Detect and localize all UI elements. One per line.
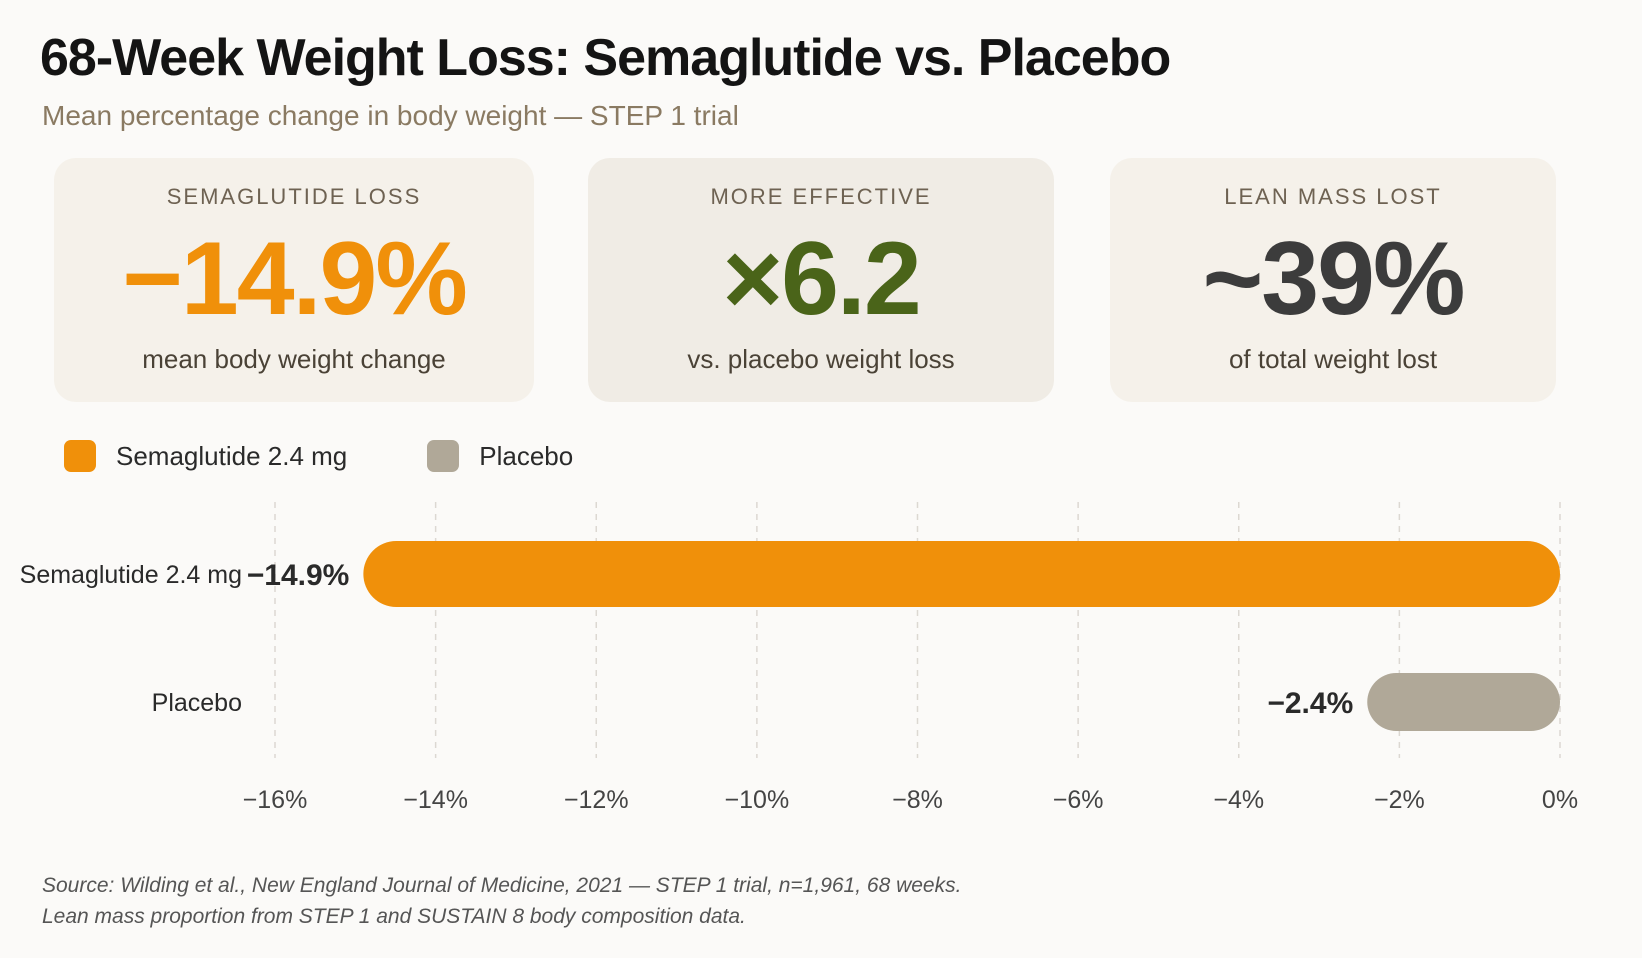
- x-tick-label: −14%: [403, 786, 468, 814]
- stat-description: mean body weight change: [142, 344, 446, 374]
- chart-legend: Semaglutide 2.4 mg Placebo: [64, 440, 653, 472]
- stat-card-semaglutide-loss: SEMAGLUTIDE LOSS −14.9% mean body weight…: [54, 158, 534, 402]
- legend-item-placebo: Placebo: [427, 440, 573, 472]
- bar: [363, 541, 1560, 607]
- stat-description: vs. placebo weight loss: [687, 344, 955, 374]
- stat-label: MORE EFFECTIVE: [710, 184, 932, 209]
- x-tick-label: −6%: [1053, 786, 1104, 814]
- x-tick-label: 0%: [1542, 786, 1578, 814]
- category-label: Semaglutide 2.4 mg: [20, 561, 242, 589]
- legend-swatch-semaglutide: [64, 440, 96, 472]
- page-title: 68-Week Weight Loss: Semaglutide vs. Pla…: [40, 29, 1171, 87]
- footnote-line: Source: Wilding et al., New England Jour…: [42, 874, 962, 897]
- x-tick-label: −8%: [892, 786, 943, 814]
- legend-item-semaglutide: Semaglutide 2.4 mg: [64, 440, 347, 472]
- stat-card-lean-mass-lost: LEAN MASS LOST ~39% of total weight lost: [1110, 158, 1556, 402]
- stat-value: ×6.2: [722, 221, 921, 337]
- stat-card-more-effective: MORE EFFECTIVE ×6.2 vs. placebo weight l…: [588, 158, 1054, 402]
- stat-value: ~39%: [1202, 221, 1466, 337]
- legend-label: Placebo: [479, 440, 574, 471]
- x-tick-label: −4%: [1213, 786, 1264, 814]
- x-tick-label: −16%: [243, 786, 308, 814]
- x-tick-label: −12%: [564, 786, 629, 814]
- footnote-line: Lean mass proportion from STEP 1 and SUS…: [42, 905, 746, 928]
- stat-description: of total weight lost: [1228, 344, 1438, 374]
- legend-swatch-placebo: [427, 440, 460, 472]
- bar: [1367, 673, 1560, 731]
- stat-label: LEAN MASS LOST: [1224, 184, 1442, 209]
- page-subtitle: Mean percentage change in body weight — …: [42, 100, 739, 131]
- legend-label: Semaglutide 2.4 mg: [116, 440, 348, 471]
- x-tick-label: −10%: [725, 786, 790, 814]
- source-footnote: Source: Wilding et al., New England Jour…: [42, 870, 961, 932]
- stat-value: −14.9%: [122, 221, 468, 337]
- stat-label: SEMAGLUTIDE LOSS: [166, 184, 422, 209]
- x-tick-label: −2%: [1374, 786, 1425, 814]
- category-label: Placebo: [152, 689, 242, 717]
- bar-chart: −16% −14% −12% −10% −8% −6% −4% −2% 0% Semaglutid…: [20, 502, 1578, 814]
- data-label: −2.4%: [1267, 687, 1353, 720]
- data-label: −14.9%: [247, 559, 350, 592]
